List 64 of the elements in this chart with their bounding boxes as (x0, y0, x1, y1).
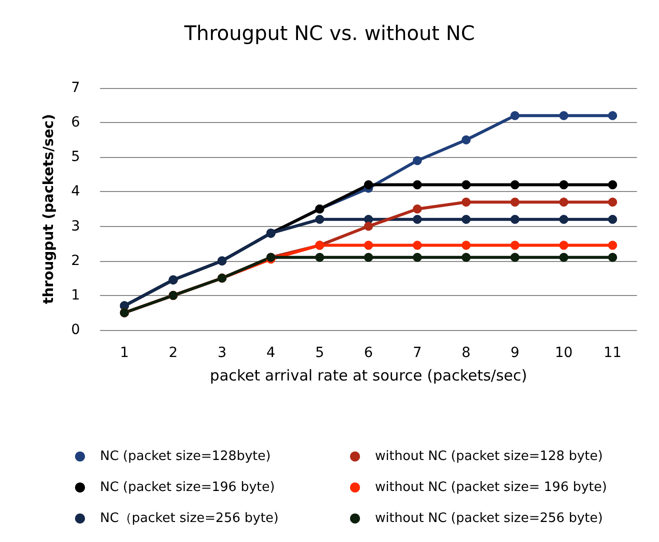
point (559, 111, 568, 120)
point (364, 252, 373, 262)
point (412, 204, 422, 214)
legend-label: NC (packet size=128byte) (100, 449, 271, 464)
y-tick-label: 7 (71, 80, 80, 96)
x-tick-label: 1 (120, 345, 129, 361)
point (559, 214, 568, 224)
point (559, 240, 568, 250)
point (510, 240, 520, 250)
point (462, 135, 471, 144)
point (462, 214, 471, 224)
x-tick-label: 3 (218, 345, 227, 361)
y-tick-label: 2 (71, 252, 80, 269)
point (412, 180, 422, 190)
x-tick-label: 7 (412, 345, 422, 361)
legend-label: without NC (packet size=256 byte) (375, 511, 603, 526)
point (364, 180, 373, 190)
legend-label: NC (packet size=196 byte) (100, 480, 275, 495)
point (608, 240, 618, 250)
point (412, 240, 422, 250)
point (608, 180, 618, 190)
point (510, 214, 520, 224)
y-tick-label: 4 (71, 184, 80, 200)
point (315, 252, 324, 262)
point (462, 240, 471, 250)
legend-label: without NC (packet size=128 byte) (375, 449, 603, 464)
point (364, 222, 373, 231)
point (462, 180, 471, 190)
x-tick-label: 10 (554, 345, 573, 361)
x-tick-label: 4 (266, 345, 276, 361)
point (462, 198, 471, 207)
x-tick-label: 6 (364, 345, 374, 361)
x-tick-label: 8 (462, 345, 471, 361)
point (608, 214, 618, 224)
point (608, 198, 618, 207)
y-tick-label: 1 (71, 287, 80, 304)
y-tick-label: 0 (71, 322, 80, 338)
chart-title: Througput NC vs. without NC (183, 21, 475, 45)
legend-label: without NC (packet size= 196 byte) (375, 480, 607, 495)
point (608, 252, 618, 262)
point (510, 252, 520, 262)
point (559, 198, 568, 207)
point (315, 214, 324, 224)
point (412, 252, 422, 262)
legend-label: NC（packet size=256 byte) (100, 511, 279, 526)
x-tick-label: 5 (315, 345, 324, 361)
y-tick-label: 3 (71, 218, 80, 234)
point (510, 111, 520, 120)
y-axis-title: througput (packets/sec) (41, 114, 57, 304)
y-tick-label: 5 (71, 149, 80, 166)
point (510, 180, 520, 190)
y-tick-label: 6 (71, 114, 80, 131)
x-axis-title: packet arrival rate at source (packets/sec) (210, 366, 528, 384)
x-tick-label: 2 (168, 345, 178, 361)
point (510, 198, 520, 207)
point (559, 180, 568, 190)
point (412, 214, 422, 224)
point (608, 111, 618, 120)
x-tick-label: 11 (604, 345, 622, 361)
point (462, 252, 471, 262)
x-tick-label: 9 (510, 345, 520, 361)
point (412, 156, 422, 166)
point (364, 240, 373, 250)
point (559, 252, 568, 262)
